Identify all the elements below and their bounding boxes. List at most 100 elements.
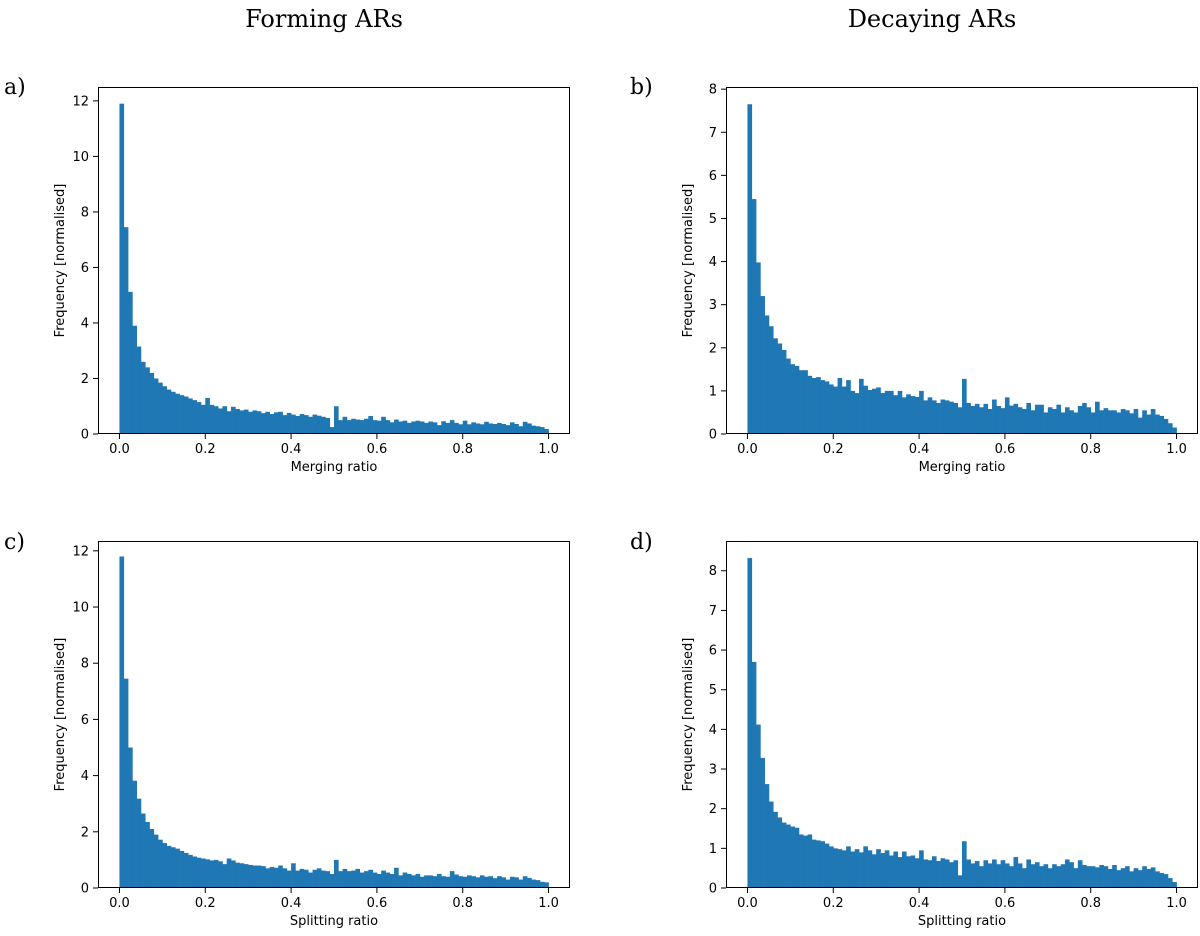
histogram-bar <box>179 850 185 888</box>
x-tick-label: 0.0 <box>737 442 758 457</box>
histogram-bar <box>854 393 860 434</box>
histogram-bar <box>175 848 180 888</box>
histogram-bar <box>859 852 864 888</box>
histogram-bar <box>509 876 515 888</box>
y-tick-label: 1 <box>709 384 717 399</box>
histogram-bar <box>153 834 159 888</box>
x-tick-label: 0.4 <box>281 896 302 911</box>
histogram-bar <box>488 876 494 888</box>
histogram-bar <box>544 882 549 888</box>
histogram-bar <box>987 863 993 888</box>
histogram-bar <box>1103 866 1109 888</box>
histogram-bar <box>931 856 937 888</box>
histogram-bar <box>398 875 403 888</box>
histogram-bar <box>1013 857 1019 888</box>
histogram-bar <box>441 421 446 434</box>
histogram-bar <box>1017 863 1023 888</box>
histogram-bar <box>777 817 783 888</box>
histogram-bar <box>756 262 761 434</box>
histogram-bar <box>475 423 481 434</box>
histogram-bar <box>372 420 378 434</box>
histogram-bar <box>484 421 489 434</box>
histogram-bar <box>949 401 954 434</box>
histogram-bar <box>824 843 830 888</box>
histogram-bar <box>368 415 373 434</box>
histogram-bar <box>1150 867 1156 888</box>
histogram-bar <box>751 199 757 434</box>
histogram-bar <box>798 834 804 888</box>
histogram-bar <box>996 864 1001 888</box>
histogram-bar <box>1056 404 1062 434</box>
histogram-bar <box>179 395 185 434</box>
histogram-bar <box>1073 412 1079 434</box>
histogram-bar <box>158 382 163 434</box>
histogram-bar <box>467 424 472 434</box>
histogram-bar <box>1052 409 1057 434</box>
histogram-bar <box>273 412 279 434</box>
histogram-bar <box>522 876 528 888</box>
histogram-bar <box>966 859 971 888</box>
histogram-bar <box>880 393 886 434</box>
histogram-bar <box>846 846 851 888</box>
y-tick-label: 3 <box>709 763 717 778</box>
histogram-bar <box>527 877 532 888</box>
histogram-bar <box>764 784 770 888</box>
y-tick-label: 5 <box>709 212 717 227</box>
histogram-bar <box>218 861 223 888</box>
histogram-bar <box>1172 882 1177 888</box>
histogram-bar <box>962 841 967 888</box>
histogram-bar <box>338 420 343 434</box>
histogram-bar <box>764 315 770 434</box>
histogram-bar <box>992 859 997 888</box>
histogram-bar <box>1107 410 1113 434</box>
histogram-bar <box>828 384 834 434</box>
histogram-bar <box>436 425 442 434</box>
histogram-bar <box>162 386 167 434</box>
x-tick-label: 0.2 <box>823 442 844 457</box>
histogram-bar <box>1060 864 1066 888</box>
histogram-bar <box>1120 409 1126 434</box>
histogram-bar <box>376 873 382 888</box>
histogram-bar <box>119 556 125 888</box>
histogram-bar <box>441 876 446 888</box>
histogram-bar <box>128 291 133 434</box>
histogram-bar <box>957 875 963 888</box>
histogram-bar <box>321 870 326 888</box>
histogram-bar <box>798 370 804 434</box>
histogram-bar <box>1095 401 1100 434</box>
histogram-bar <box>278 865 283 888</box>
histogram-bar <box>406 873 412 888</box>
histogram-bar <box>1022 868 1027 888</box>
histogram-bar <box>226 411 232 434</box>
histogram-bar <box>132 780 137 888</box>
y-tick-label: 6 <box>709 644 717 659</box>
histogram-bar <box>539 881 545 888</box>
histogram-bar <box>462 876 468 888</box>
histogram-bar <box>996 405 1001 434</box>
histogram-bar <box>931 400 937 434</box>
histogram-bar <box>402 872 408 888</box>
histogram-bar <box>501 877 506 888</box>
histogram-bar <box>286 870 292 888</box>
histogram-bar <box>467 875 472 888</box>
histogram-bar <box>462 420 468 434</box>
histogram-bar <box>1069 410 1074 434</box>
histogram-bar <box>501 424 506 434</box>
histogram-bar <box>381 416 386 434</box>
histogram-bar <box>1090 866 1096 888</box>
histogram-bar <box>983 860 989 888</box>
y-tick-label: 4 <box>709 255 717 270</box>
x-axis-label: Merging ratio <box>291 460 378 475</box>
histogram-bar <box>747 104 753 435</box>
histogram-bar <box>794 365 800 434</box>
histogram-bar <box>953 402 959 434</box>
histogram-bar <box>786 358 791 434</box>
histogram-bar <box>992 399 997 434</box>
histogram-bar <box>1137 417 1143 434</box>
histogram-bar <box>927 860 933 888</box>
histogram-bar <box>970 863 976 888</box>
x-tick-label: 0.6 <box>367 896 388 911</box>
histogram-bar <box>1116 870 1122 888</box>
histogram-bar <box>803 370 808 434</box>
histogram-bar <box>1047 868 1053 888</box>
